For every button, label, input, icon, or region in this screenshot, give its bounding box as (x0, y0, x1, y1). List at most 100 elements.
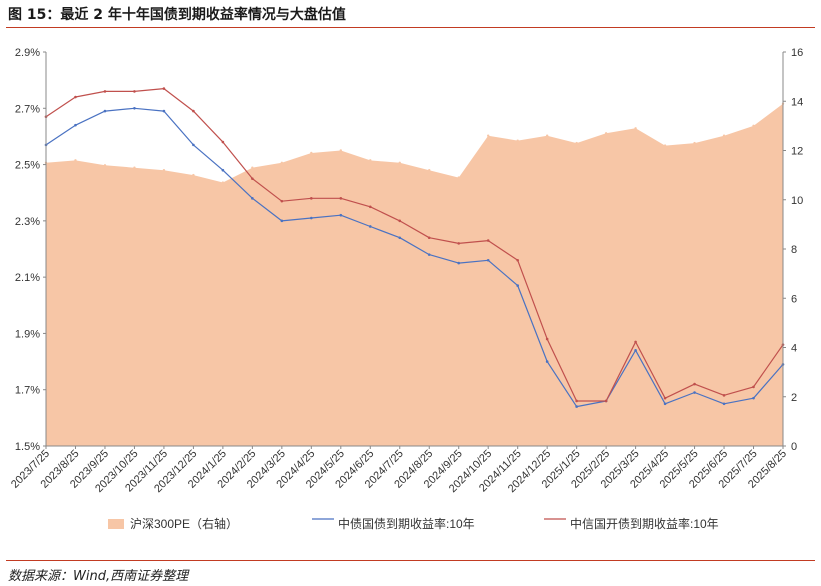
left-tick-label: 2.3% (15, 216, 40, 228)
policy-bank-yield-point (663, 396, 667, 400)
treasury-yield-point (693, 391, 696, 394)
legend-swatch (108, 519, 124, 529)
pe-point (516, 139, 519, 142)
treasury-yield-point (545, 360, 549, 363)
policy-bank-yield-point (339, 197, 343, 200)
pe-point (428, 169, 431, 172)
pe-point (487, 134, 490, 137)
policy-bank-yield-point (516, 258, 519, 262)
pe-point (545, 134, 549, 137)
treasury-yield-point (752, 396, 755, 400)
policy-bank-yield-point (722, 394, 726, 397)
policy-bank-yield-point (575, 399, 578, 403)
title-divider (6, 27, 815, 28)
pe-point (192, 173, 195, 177)
policy-bank-yield-line (45, 87, 784, 402)
right-tick-label: 8 (791, 244, 797, 256)
right-tick-label: 10 (791, 195, 803, 207)
pe-area-layer (44, 102, 785, 446)
treasury-yield-point (310, 216, 313, 220)
right-tick-label: 16 (791, 47, 803, 59)
treasury-yield-point (133, 106, 136, 110)
treasury-yield-point (339, 213, 343, 217)
policy-bank-yield-point (103, 90, 107, 93)
treasury-yield-point (192, 143, 195, 147)
pe-point (133, 166, 136, 169)
legend-label: 沪深300PE（右轴） (130, 516, 238, 531)
treasury-yield-point (103, 109, 107, 113)
pe-point (663, 144, 667, 147)
treasury-yield-point (368, 225, 372, 228)
policy-bank-yield-point (457, 242, 461, 245)
pe-point (251, 166, 254, 169)
policy-bank-yield-point (280, 199, 284, 203)
policy-bank-yield-point (427, 236, 431, 240)
right-tick-label: 2 (791, 392, 797, 404)
treasury-yield-point (162, 109, 166, 113)
left-tick-label: 2.7% (15, 103, 40, 115)
policy-bank-yield-point (162, 87, 166, 90)
policy-bank-yield-point (74, 95, 77, 99)
pe-point (103, 164, 107, 167)
policy-bank-yield-point (310, 197, 313, 200)
legend-item: 中信国开债到期收益率:10年 (544, 516, 719, 531)
policy-bank-yield-point (545, 337, 549, 341)
treasury-yield-point (634, 349, 637, 352)
pe-point (74, 159, 77, 162)
policy-bank-yield-point (133, 90, 136, 93)
treasury-yield-line (45, 107, 784, 408)
legend-item: 沪深300PE（右轴） (108, 516, 238, 531)
treasury-yield-point (457, 261, 461, 265)
pe-point (310, 151, 313, 155)
treasury-yield-point (280, 219, 284, 223)
pe-point (604, 132, 608, 135)
lines-layer (44, 87, 785, 408)
source-divider (6, 560, 815, 561)
legend-label: 中债国债到期收益率:10年 (338, 516, 475, 531)
treasury-yield-point (427, 253, 431, 256)
right-tick-label: 14 (791, 96, 803, 108)
treasury-yield-point (516, 284, 519, 287)
right-tick-label: 6 (791, 293, 797, 305)
right-tick-label: 12 (791, 146, 803, 158)
treasury-yield-point (251, 197, 254, 200)
pe-point (398, 161, 401, 165)
pe-point (162, 169, 166, 172)
pe-point (221, 181, 225, 184)
policy-bank-yield-point (221, 140, 225, 144)
left-tick-label: 1.9% (15, 328, 40, 340)
chart: 1.5% 1.7% 1.9% 2.1% 2.3% 2.5% 2.7% 2.9% 0 2 4 6 8 10 1… (9, 47, 803, 531)
treasury-yield-point (722, 402, 726, 406)
right-tick-label: 4 (791, 343, 797, 355)
policy-bank-yield-point (604, 399, 608, 403)
legend: 沪深300PE（右轴） 中债国债到期收益率:10年 中信国开债到期收益率:10年 (108, 516, 719, 531)
policy-bank-yield-point (486, 239, 490, 242)
policy-bank-yield-point (693, 382, 696, 386)
pe-point (575, 141, 578, 145)
treasury-yield-point (74, 123, 77, 127)
pe-point (280, 161, 284, 165)
policy-bank-yield-point (251, 177, 254, 180)
policy-bank-yield-point (368, 205, 372, 209)
pe-point (339, 149, 342, 152)
treasury-yield-point (486, 258, 490, 262)
left-tick-label: 2.5% (15, 160, 40, 172)
legend-label: 中信国开债到期收益率:10年 (570, 516, 719, 531)
figure-title: 图 15：最近 2 年十年国债到期收益率情况与大盘估值 (8, 7, 346, 23)
left-tick-label: 2.1% (15, 272, 40, 284)
left-tick-label: 1.5% (15, 441, 40, 453)
policy-bank-yield-point (634, 340, 637, 344)
pe-point (693, 141, 696, 145)
policy-bank-yield-point (752, 385, 755, 389)
pe-area (46, 103, 783, 446)
pe-point (634, 127, 637, 130)
pe-point (457, 176, 460, 179)
pe-point (752, 124, 755, 128)
source-note: 数据来源：Wind,西南证券整理 (8, 569, 189, 584)
policy-bank-yield-point (398, 219, 402, 223)
treasury-yield-point (663, 402, 667, 406)
pe-point (722, 134, 726, 137)
left-tick-label: 1.7% (15, 385, 40, 397)
treasury-yield-point (575, 405, 578, 408)
left-tick-label: 2.9% (15, 47, 40, 59)
